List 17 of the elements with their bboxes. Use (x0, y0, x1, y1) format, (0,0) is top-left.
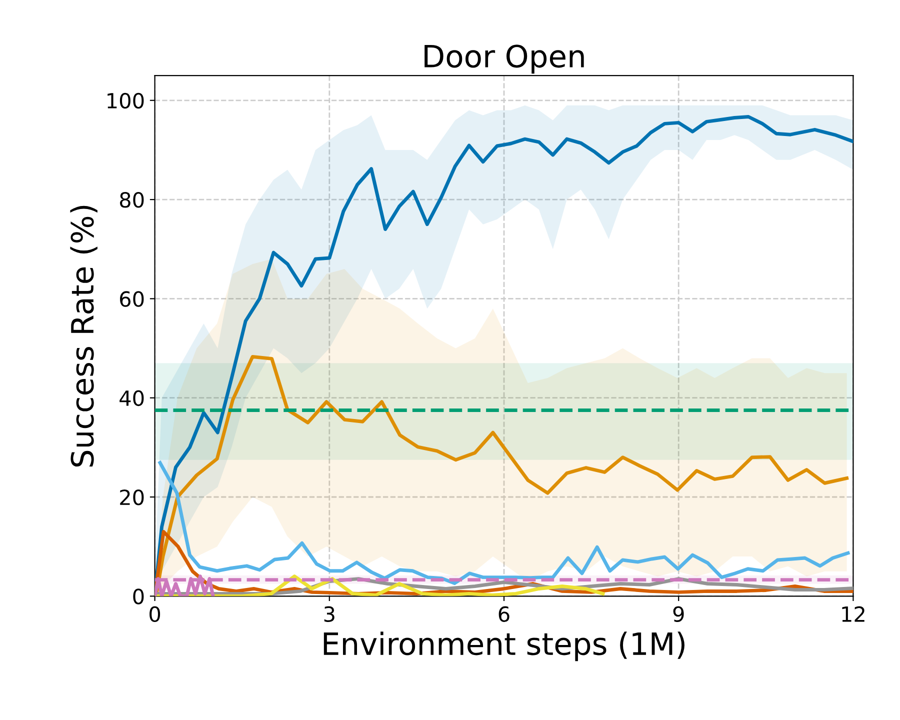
chart-title: Door Open (424, 44, 584, 74)
y-tick-label: 100 (108, 92, 144, 109)
x-axis-title: Environment steps (1M) (324, 632, 684, 662)
x-tick-label: 12 (842, 606, 864, 622)
x-tick-label: 3 (324, 606, 334, 622)
line-series (154, 354, 849, 595)
y-tick-label: 0 (133, 588, 144, 604)
y-tick-label: 20 (120, 489, 144, 506)
y-tick-label: 80 (120, 192, 144, 208)
x-tick-label: 9 (673, 606, 684, 622)
line-series (154, 574, 605, 596)
x-tick-label: 6 (498, 606, 510, 622)
y-axis-title: Success Rate (%) (70, 206, 98, 467)
y-tick-label: 60 (120, 291, 144, 307)
line-series (158, 461, 850, 586)
x-tick-label: 0 (150, 606, 160, 622)
y-tick-label: 40 (120, 390, 144, 406)
